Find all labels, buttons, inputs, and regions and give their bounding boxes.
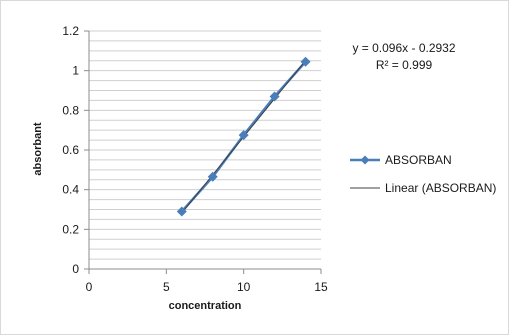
y-tick-label: 0.8 [62, 103, 79, 117]
x-axis-title: concentration [169, 300, 242, 312]
legend: ABSORBAN Linear (ABSORBAN) [350, 153, 496, 195]
legend-series-marker [360, 155, 370, 165]
data-point [207, 171, 218, 182]
y-tick-label: 0 [72, 262, 79, 276]
y-tick-label: 1.2 [62, 24, 79, 38]
y-tick-label: 1 [72, 64, 79, 78]
x-tick-label: 5 [163, 280, 170, 294]
y-tick-label: 0.4 [62, 183, 79, 197]
y-tick-label: 0.2 [62, 222, 79, 236]
x-tick-label: 0 [86, 280, 93, 294]
x-tick-label: 10 [237, 280, 251, 294]
tick-labels: 0 0.2 0.4 0.6 0.8 1 1.2 0 5 10 15 [62, 24, 328, 294]
x-tick-label: 15 [314, 280, 328, 294]
y-axis-title: absorbant [32, 122, 44, 176]
trendline-equation: y = 0.096x - 0.2932 [352, 41, 455, 55]
series-layer [176, 56, 311, 217]
y-tick-label: 0.6 [62, 143, 79, 157]
data-point [269, 91, 280, 102]
grid-lines [89, 30, 321, 260]
legend-series-label: ABSORBAN [385, 153, 452, 167]
data-point [300, 56, 311, 67]
data-point [238, 130, 249, 141]
r-squared-label: R² = 0.999 [376, 58, 433, 72]
axes [84, 30, 322, 274]
legend-trendline-label: Linear (ABSORBAN) [385, 181, 496, 195]
data-point [176, 206, 187, 217]
